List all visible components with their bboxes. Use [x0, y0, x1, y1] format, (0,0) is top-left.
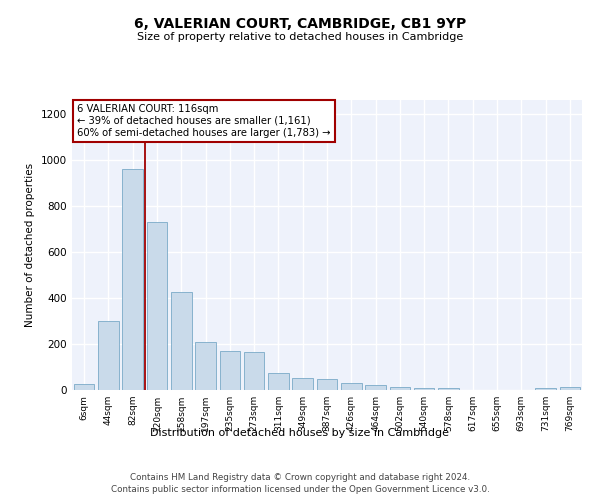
- Bar: [244, 352, 265, 390]
- Bar: [341, 383, 362, 390]
- Bar: [560, 386, 580, 390]
- Bar: [122, 169, 143, 390]
- Text: Size of property relative to detached houses in Cambridge: Size of property relative to detached ho…: [137, 32, 463, 42]
- Text: 6, VALERIAN COURT, CAMBRIDGE, CB1 9YP: 6, VALERIAN COURT, CAMBRIDGE, CB1 9YP: [134, 18, 466, 32]
- Bar: [98, 321, 119, 390]
- Bar: [268, 372, 289, 390]
- Text: Contains public sector information licensed under the Open Government Licence v3: Contains public sector information licen…: [110, 485, 490, 494]
- Bar: [389, 387, 410, 390]
- Y-axis label: Number of detached properties: Number of detached properties: [25, 163, 35, 327]
- Bar: [146, 222, 167, 390]
- Bar: [220, 351, 240, 390]
- Bar: [535, 388, 556, 390]
- Text: Distribution of detached houses by size in Cambridge: Distribution of detached houses by size …: [151, 428, 449, 438]
- Bar: [317, 379, 337, 390]
- Text: Contains HM Land Registry data © Crown copyright and database right 2024.: Contains HM Land Registry data © Crown c…: [130, 472, 470, 482]
- Bar: [195, 342, 216, 390]
- Bar: [414, 388, 434, 390]
- Text: 6 VALERIAN COURT: 116sqm
← 39% of detached houses are smaller (1,161)
60% of sem: 6 VALERIAN COURT: 116sqm ← 39% of detach…: [77, 104, 331, 138]
- Bar: [438, 388, 459, 390]
- Bar: [171, 292, 191, 390]
- Bar: [74, 384, 94, 390]
- Bar: [365, 386, 386, 390]
- Bar: [292, 378, 313, 390]
